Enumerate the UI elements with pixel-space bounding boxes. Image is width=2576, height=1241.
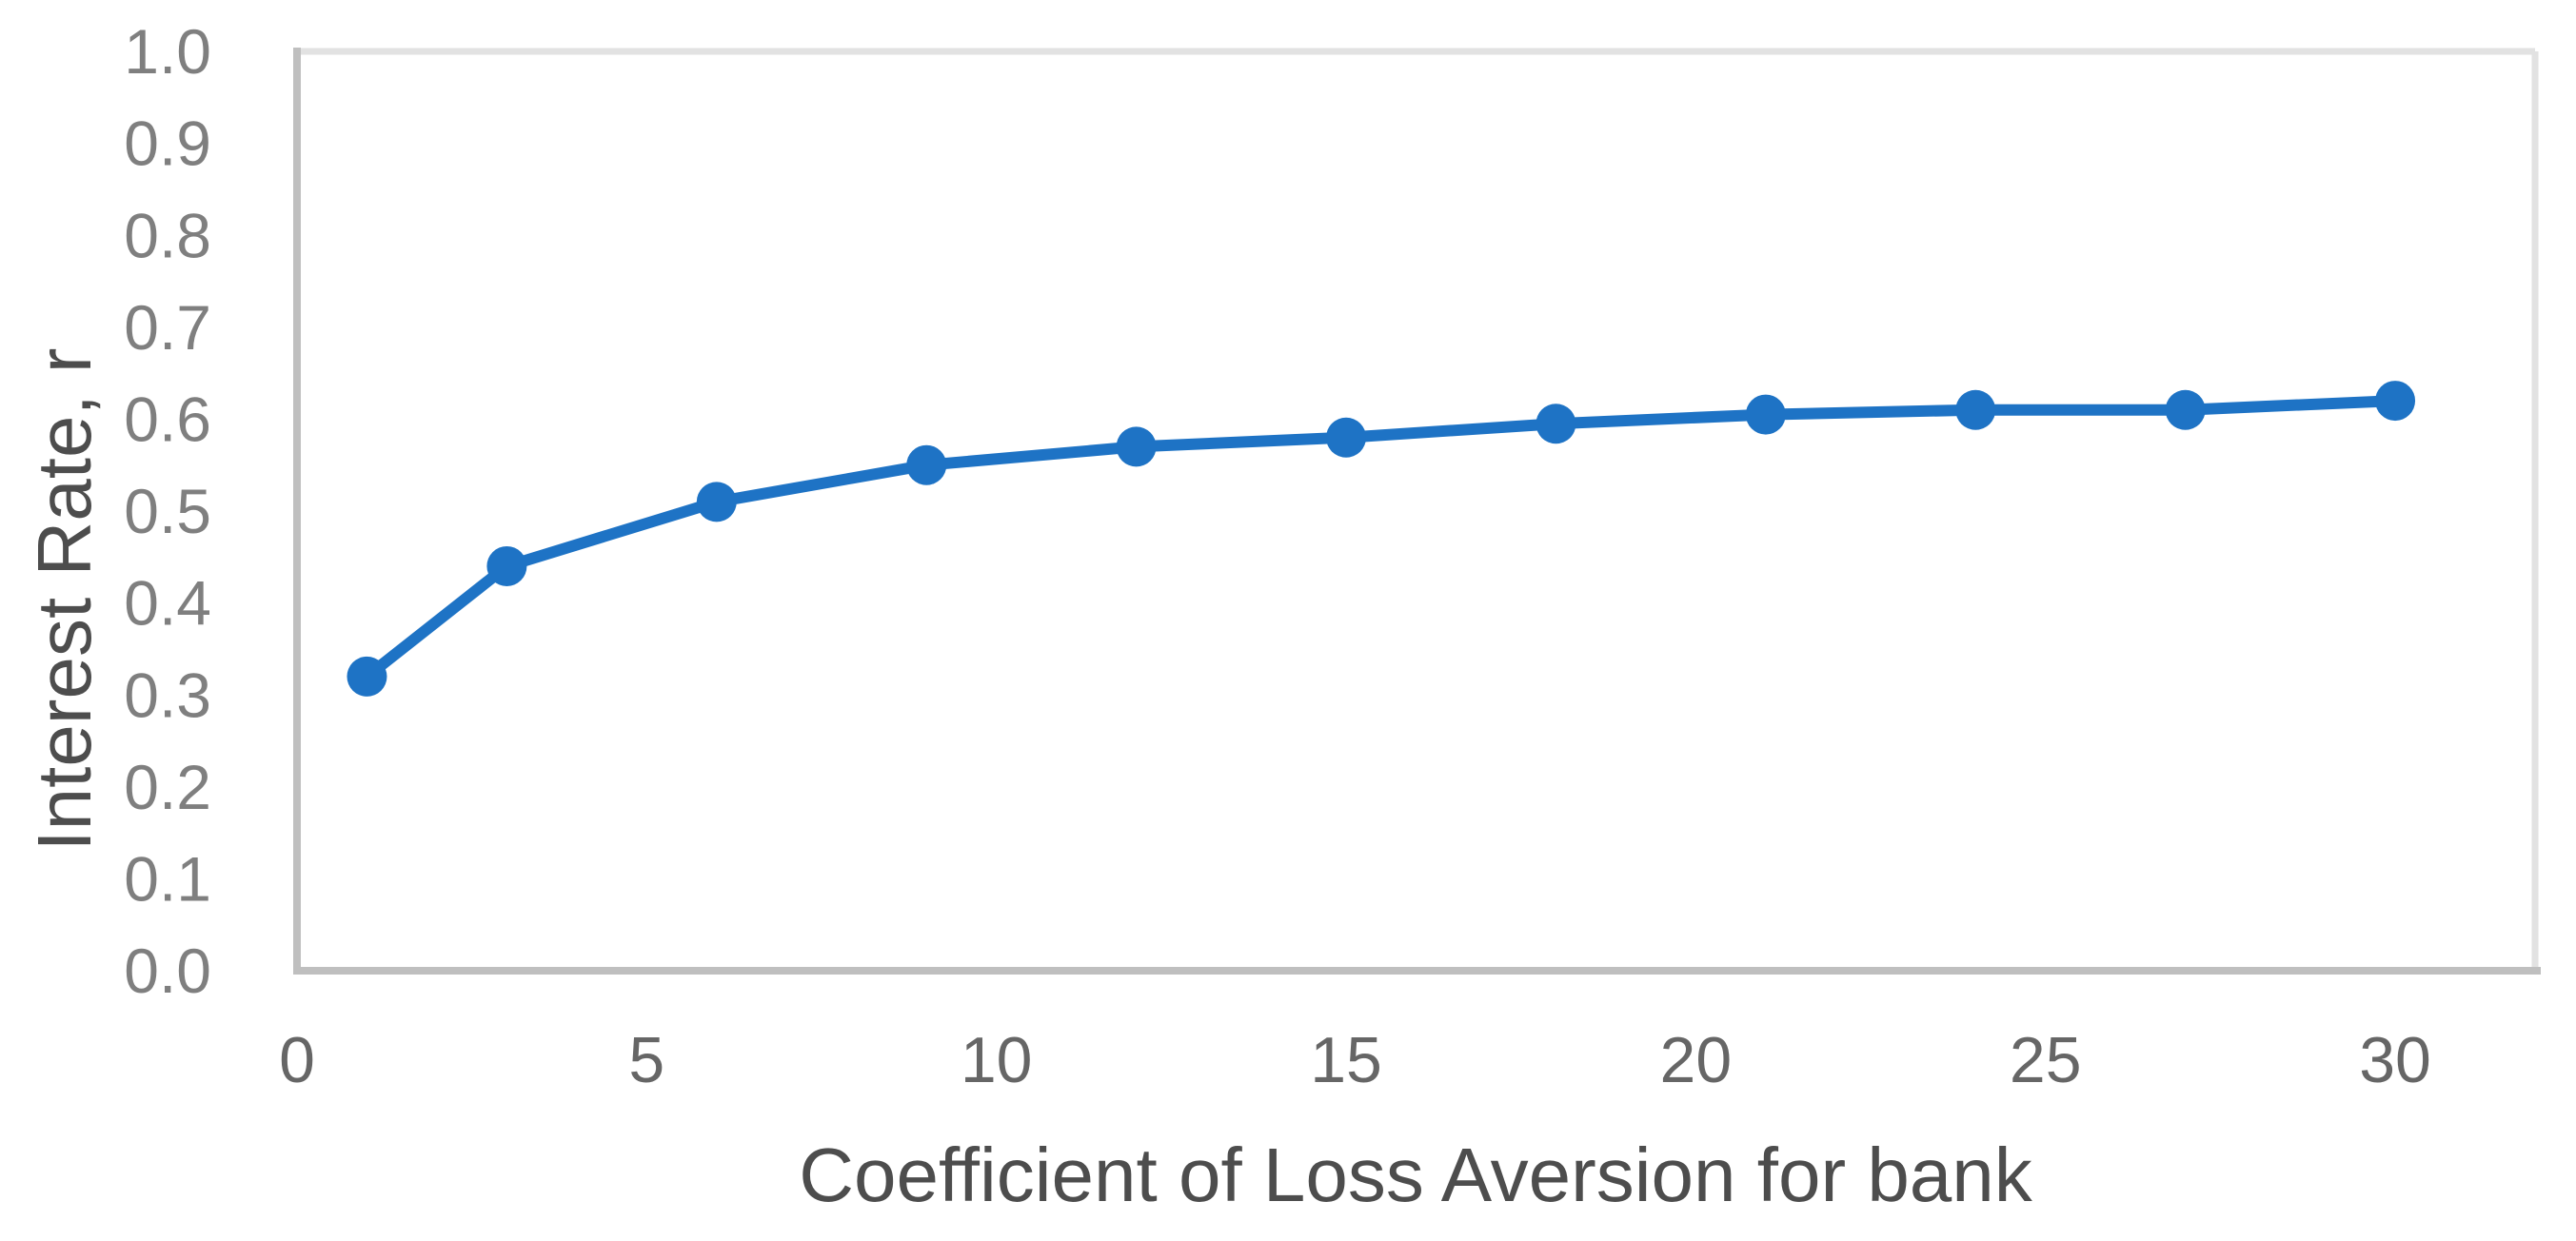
data-point-marker <box>1955 389 1996 430</box>
y-tick-label: 0.7 <box>124 292 211 363</box>
x-tick-label: 15 <box>1310 1024 1382 1096</box>
data-point-marker <box>1745 394 1786 435</box>
data-point-marker <box>696 482 737 522</box>
x-tick-label: 20 <box>1660 1024 1733 1096</box>
data-point-marker <box>906 444 947 485</box>
x-tick-label: 0 <box>279 1024 315 1096</box>
y-tick-label: 0.5 <box>124 476 211 546</box>
x-axis-tick-labels: 0 5 10 15 20 25 30 <box>279 1024 2431 1096</box>
y-axis-tick-labels: 0.0 0.1 0.2 0.3 0.4 0.5 0.6 0.7 0.8 0.9 1.0 <box>124 16 211 1006</box>
data-series <box>347 381 2416 697</box>
y-tick-label: 0.9 <box>124 108 211 179</box>
data-point-marker <box>1536 404 1576 444</box>
data-point-marker <box>1116 426 1157 467</box>
y-tick-label: 0.6 <box>124 384 211 455</box>
plot-area-border <box>297 48 2539 971</box>
y-tick-label: 0.3 <box>124 660 211 730</box>
axis-lines <box>293 48 2541 975</box>
data-point-marker <box>2165 389 2206 430</box>
data-point-marker <box>347 656 387 697</box>
data-point-marker <box>2375 381 2416 422</box>
y-tick-label: 0.8 <box>124 200 211 270</box>
x-tick-label: 25 <box>2010 1024 2082 1096</box>
y-tick-label: 0.1 <box>124 844 211 915</box>
y-tick-label: 0.0 <box>124 936 211 1006</box>
y-tick-label: 1.0 <box>124 16 211 87</box>
x-tick-label: 30 <box>2359 1024 2431 1096</box>
y-tick-label: 0.4 <box>124 568 211 639</box>
data-point-marker <box>486 545 527 586</box>
x-axis-title: Coefficient of Loss Aversion for bank <box>799 1133 2033 1217</box>
x-tick-label: 10 <box>961 1024 1033 1096</box>
data-point-marker <box>1326 417 1367 458</box>
y-tick-label: 0.2 <box>124 752 211 822</box>
x-tick-label: 5 <box>628 1024 664 1096</box>
series-line <box>361 395 2402 682</box>
y-axis-title: Interest Rate, r <box>22 347 107 851</box>
